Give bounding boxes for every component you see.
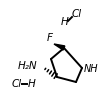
- Text: H: H: [60, 17, 68, 27]
- Text: Cl: Cl: [12, 79, 22, 89]
- Text: H: H: [28, 79, 36, 89]
- Text: Cl: Cl: [72, 9, 82, 19]
- Text: H₂N: H₂N: [17, 61, 37, 71]
- Text: F: F: [47, 33, 53, 43]
- Polygon shape: [54, 44, 65, 50]
- Text: NH: NH: [84, 64, 99, 74]
